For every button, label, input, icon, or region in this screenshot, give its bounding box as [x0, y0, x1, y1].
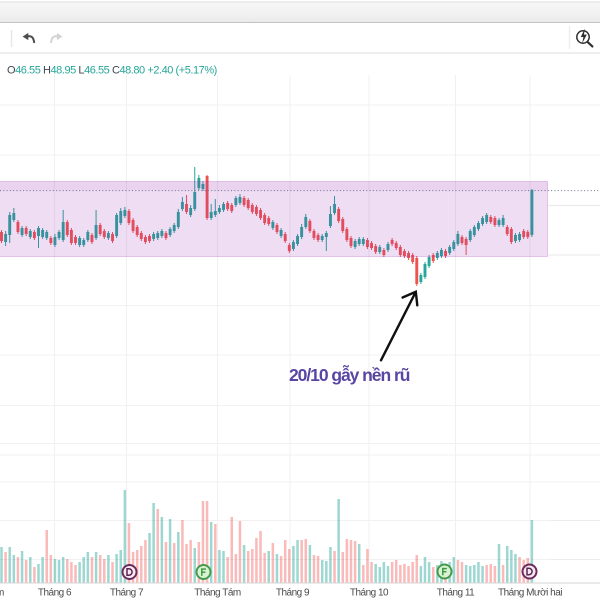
- svg-text:Tháng 6: Tháng 6: [38, 588, 72, 599]
- svg-text:Tháng 11: Tháng 11: [437, 588, 475, 599]
- svg-text:O46.55 H48.95 L46.55 C48.80 +2: O46.55 H48.95 L46.55 C48.80 +2.40 (+5.17…: [7, 65, 217, 77]
- svg-text:Tháng Tám: Tháng Tám: [194, 588, 241, 599]
- svg-text:Tháng 10: Tháng 10: [350, 588, 389, 599]
- svg-text:Tháng 7: Tháng 7: [110, 588, 144, 599]
- svg-text:Tháng 9: Tháng 9: [276, 588, 310, 599]
- svg-text:20/10 gẫy nền rũ: 20/10 gẫy nền rũ: [289, 364, 410, 385]
- svg-text:m: m: [0, 588, 4, 599]
- svg-text:Tháng Mười hai: Tháng Mười hai: [498, 588, 562, 599]
